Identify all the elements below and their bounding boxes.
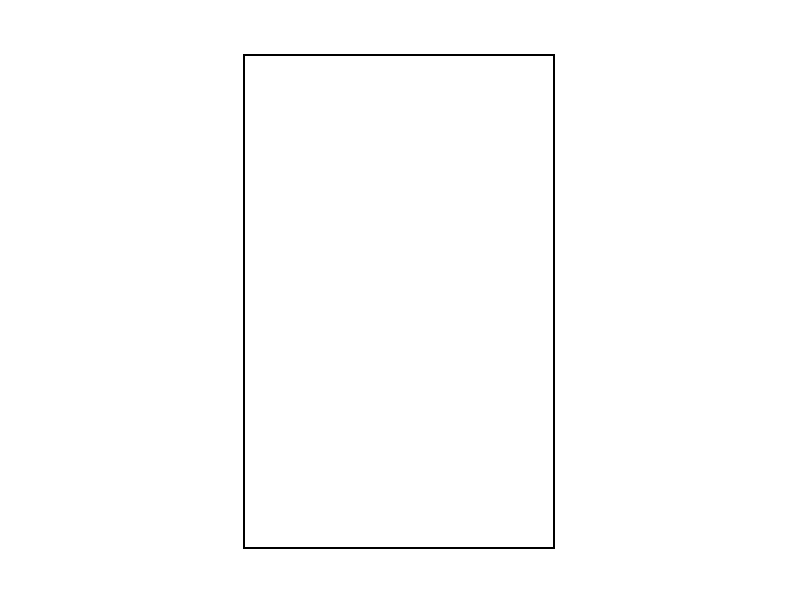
plot-frame <box>243 54 555 549</box>
